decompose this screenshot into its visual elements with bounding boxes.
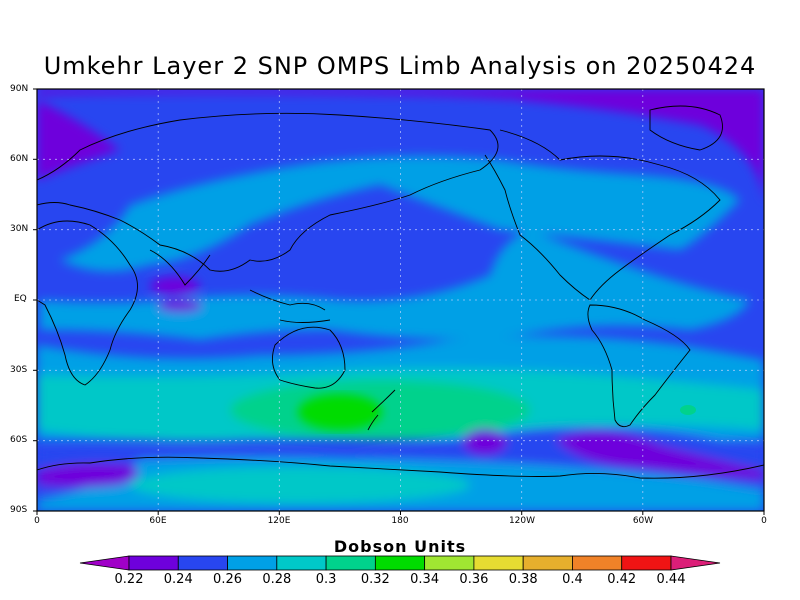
field-antarctic-core — [130, 467, 470, 503]
field-low-weddell — [37, 463, 138, 488]
colorbar-bin — [572, 555, 623, 571]
colorbar-tick-label: 0.28 — [262, 572, 292, 587]
colorbar-under — [79, 555, 130, 571]
axis-ticks — [33, 88, 765, 515]
coast-africa — [37, 220, 138, 386]
field-north-polar-west — [37, 100, 120, 180]
map-field — [37, 89, 764, 511]
colorbar-tick-label: 0.4 — [562, 572, 583, 587]
lon-label-60w: 60W — [632, 516, 654, 526]
field-low-indian — [150, 277, 200, 295]
lat-label-90s: 90S — [10, 505, 28, 515]
lon-label-60e: 60E — [149, 516, 167, 526]
colorbar-bin — [227, 555, 278, 571]
lat-label-60n: 60N — [10, 154, 29, 164]
colorbar-bin — [374, 555, 426, 571]
coast-eurasia — [37, 112, 499, 272]
graticule — [37, 89, 764, 511]
field-tropics — [40, 230, 750, 340]
colorbar-tick-label: 0.3 — [315, 572, 337, 587]
colorbar-tick-label: 0.44 — [656, 572, 686, 587]
lat-label-90n: 90N — [10, 84, 29, 94]
colorbar-tick-label: 0.22 — [114, 572, 144, 587]
colorbar — [79, 555, 721, 571]
lat-label-30s: 30S — [10, 365, 28, 375]
coast-north-america — [484, 129, 721, 301]
field-north-polar-east — [520, 95, 764, 205]
coast-south-america — [587, 304, 691, 428]
lat-label-eq: EQ — [14, 294, 27, 304]
coast-antarctica — [37, 456, 764, 479]
colorbar-tick-label: 0.38 — [508, 572, 538, 587]
coast-nz — [367, 389, 396, 431]
colorbar-tick-label: 0.26 — [213, 572, 242, 587]
field-low-indian-2 — [158, 300, 202, 312]
colorbar-bin — [473, 555, 524, 571]
colorbar-bin — [621, 555, 672, 571]
lon-label-120e: 120E — [267, 516, 291, 526]
colorbar-tick-label: 0.42 — [607, 572, 637, 587]
colorbar-tick-label: 0.34 — [410, 572, 440, 587]
colorbar-bin — [522, 555, 573, 571]
coastlines — [37, 105, 764, 479]
colorbar-over — [670, 555, 721, 571]
lon-label-0: 0 — [34, 516, 40, 526]
lon-label-120w: 120W — [508, 516, 536, 526]
coast-seasia — [249, 289, 331, 323]
colorbar-bin — [177, 555, 228, 571]
colorbar-bin — [325, 555, 376, 571]
field-low-drake — [555, 431, 764, 480]
lat-label-30n: 30N — [10, 224, 29, 234]
colorbar-tick-label: 0.24 — [163, 572, 193, 587]
lon-label-0-east: 0 — [761, 516, 767, 526]
colorbar-tick-label: 0.36 — [459, 572, 489, 587]
field-nh-midlat — [60, 156, 740, 272]
colorbar-title: Dobson Units — [333, 537, 467, 556]
lat-label-60s: 60S — [10, 435, 28, 445]
chart-title: Umkehr Layer 2 SNP OMPS Limb Analysis on… — [43, 52, 757, 80]
colorbar-bin — [128, 555, 179, 571]
colorbar-bin — [276, 555, 327, 571]
coast-australia — [271, 326, 346, 389]
coast-india — [149, 249, 211, 286]
coast-greenland — [649, 105, 723, 151]
colorbar-bin — [424, 555, 475, 571]
lon-label-180: 180 — [391, 516, 409, 526]
field-core-green — [298, 394, 382, 430]
colorbar-tick-label: 0.32 — [360, 572, 390, 587]
field-low-pacific — [463, 429, 507, 455]
field-core-small — [680, 405, 696, 415]
